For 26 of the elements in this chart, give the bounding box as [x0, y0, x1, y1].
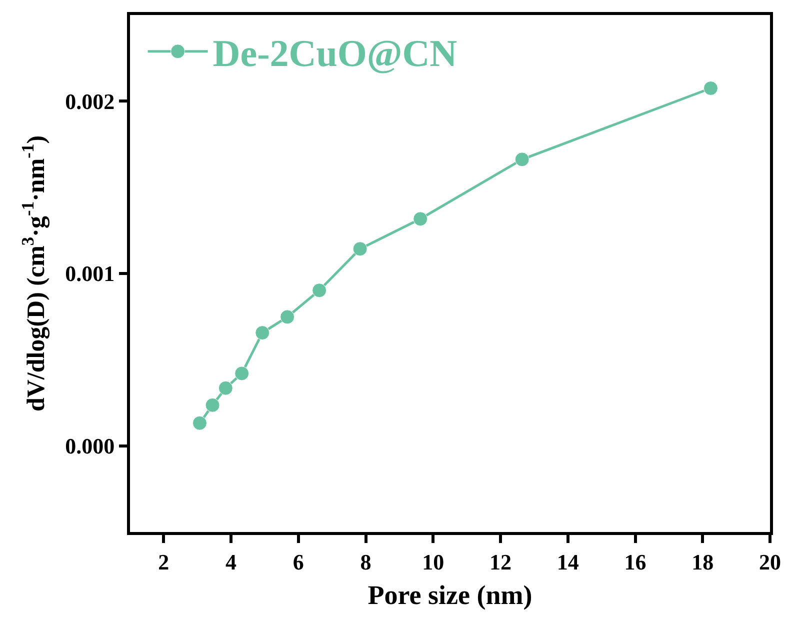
legend-label: De-2CuO@CN — [212, 33, 458, 76]
y-tick-label: 0.000 — [65, 434, 115, 459]
point — [312, 283, 327, 298]
x-tick-label: 2 — [158, 549, 170, 574]
x-tick-label: 10 — [422, 549, 444, 574]
x-tick-label: 6 — [292, 549, 304, 574]
point — [703, 80, 718, 96]
point — [234, 366, 250, 381]
point — [255, 326, 270, 340]
x-tick-label: 8 — [360, 549, 372, 574]
point — [218, 380, 233, 396]
x-tick-label: 18 — [692, 549, 714, 574]
x-tick-label: 20 — [759, 549, 781, 574]
y-tick-label: 0.002 — [65, 88, 115, 114]
point — [192, 416, 207, 430]
point — [514, 152, 530, 167]
x-tick-label: 16 — [624, 549, 646, 574]
y-tick-label: 0.001 — [65, 261, 115, 286]
x-tick-label: 4 — [226, 549, 237, 574]
x-tick-label: 14 — [556, 549, 579, 574]
point — [205, 398, 220, 412]
point — [352, 242, 368, 256]
point — [413, 212, 428, 226]
x-tick-label: 12 — [490, 549, 512, 574]
point — [280, 310, 295, 324]
x-axis-title: Pore size (nm) — [368, 580, 532, 610]
